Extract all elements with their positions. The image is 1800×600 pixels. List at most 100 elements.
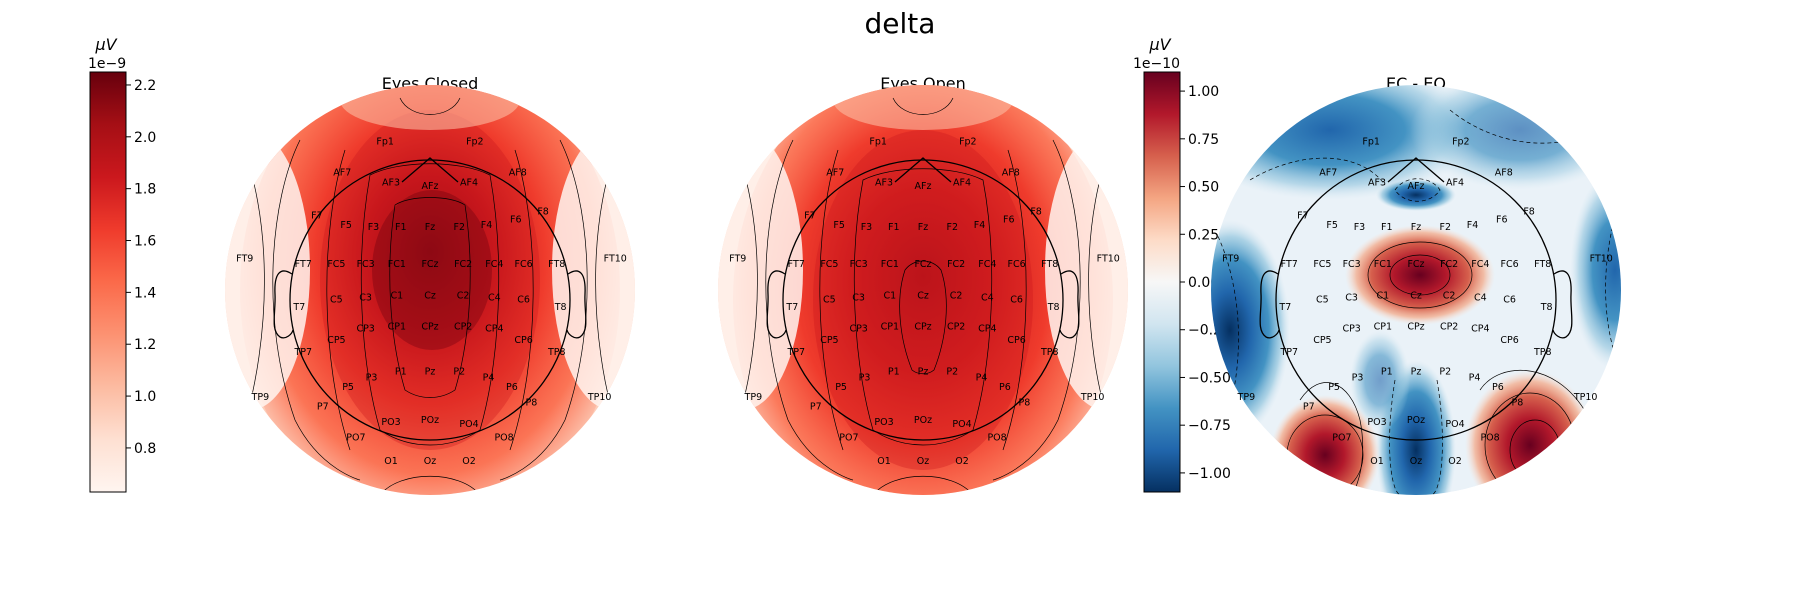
nose-outline [894,157,952,183]
colorbar-tick-label: 0.50 [1188,180,1219,196]
electrode-label-cp5: CP5 [1313,335,1331,346]
electrode-label-ft9: FT9 [1222,253,1239,264]
electrode-label-ft8: FT8 [1534,259,1551,270]
electrode-label-c2: C2 [950,290,963,301]
electrode-label-p4: P4 [976,372,988,383]
electrode-label-po3: PO3 [1367,417,1386,428]
colorbar-diff: μV 1e−10 1.000.750.500.250.00−0.25−0.50−… [1133,35,1231,493]
colorbar-diff-ticks: 1.000.750.500.250.00−0.25−0.50−0.75−1.00 [1180,84,1231,482]
electrode-label-c1: C1 [391,290,404,301]
electrode-label-fp2: Fp2 [466,136,484,147]
electrode-label-f2: F2 [453,222,465,233]
colorbar-tick-label: 1.4 [134,285,156,301]
electrode-label-af8: AF8 [1495,168,1513,179]
electrode-label-fz: Fz [918,222,928,233]
electrode-label-f4: F4 [481,220,493,231]
electrode-label-f2: F2 [946,222,958,233]
electrode-label-ft10: FT10 [1590,253,1613,264]
electrode-label-cp6: CP6 [1007,335,1025,346]
electrode-label-tp10: TP10 [1573,392,1598,403]
electrode-label-c6: C6 [1010,294,1023,305]
electrode-labels-ec: Fp1 Fp2 AF7 AF3 AFz AF4 AF8 F7 F5 F3 F1 Fz F2 F4 F6 F8 F… [236,136,627,467]
electrode-label-fc2: FC2 [947,259,965,270]
electrode-label-tp9: TP9 [251,392,270,403]
electrode-label-fc3: FC3 [850,259,868,270]
electrode-label-c6: C6 [1503,294,1516,305]
electrode-label-af3: AF3 [875,177,893,188]
electrode-label-p1: P1 [395,366,407,377]
electrode-label-po8: PO8 [494,433,513,444]
electrode-label-afz: AFz [915,181,932,192]
head-circle [1275,159,1557,441]
right-ear-outline [1552,270,1573,339]
electrode-label-po8: PO8 [987,433,1006,444]
electrode-label-f5: F5 [1326,220,1338,231]
electrode-label-c5: C5 [330,294,343,305]
electrode-label-fc1: FC1 [1374,259,1392,270]
electrode-label-po7: PO7 [839,433,858,444]
electrode-label-p5: P5 [1328,382,1340,393]
electrode-label-fp2: Fp2 [1452,136,1470,147]
electrode-label-p7: P7 [1303,402,1315,413]
electrode-label-c2: C2 [1443,290,1456,301]
colorbar-tick-label: −1.00 [1188,466,1231,482]
electrode-label-f8: F8 [1030,207,1042,218]
electrode-label-cz: Cz [424,290,436,301]
electrode-label-c4: C4 [981,292,994,303]
electrode-label-t8: T8 [554,302,567,313]
electrode-label-po4: PO4 [459,419,478,430]
nose-outline [401,157,459,183]
electrode-label-f6: F6 [1003,214,1015,225]
electrode-label-cp4: CP4 [978,324,996,335]
electrode-label-tp9: TP9 [1237,392,1256,403]
electrode-label-tp10: TP10 [1080,392,1105,403]
electrode-label-o2: O2 [462,456,476,467]
electrode-label-fc6: FC6 [1008,259,1026,270]
colorbar-power-multiplier: 1e−9 [88,56,126,72]
electrode-label-po3: PO3 [874,417,893,428]
left-ear-outline [1259,270,1280,339]
electrode-label-fc4: FC4 [978,259,996,270]
electrode-label-p3: P3 [859,372,871,383]
topomap-ec-minus-eo: EC - EO [1211,74,1621,495]
electrode-label-tp7: TP7 [293,347,312,358]
electrode-label-poz: POz [1407,415,1425,426]
electrode-label-oz: Oz [917,456,929,467]
colorbar-diff-unit: μV [1148,35,1171,54]
electrode-label-f7: F7 [311,210,323,221]
colorbar-tick-label: 0.25 [1188,227,1219,243]
electrode-label-f3: F3 [861,222,873,233]
electrode-label-tp8: TP8 [1040,347,1059,358]
colorbar-tick-label: 2.2 [134,78,156,94]
left-ear-outline [273,270,294,339]
electrode-label-cp5: CP5 [820,335,838,346]
electrode-label-fcz: FCz [1407,259,1424,270]
electrode-label-cp4: CP4 [485,324,503,335]
electrode-label-f5: F5 [340,220,352,231]
electrode-label-af7: AF7 [1319,168,1337,179]
electrode-label-fc3: FC3 [357,259,375,270]
electrode-label-p6: P6 [1492,382,1504,393]
electrode-label-c5: C5 [823,294,836,305]
electrode-label-af7: AF7 [826,168,844,179]
electrode-label-o1: O1 [384,456,398,467]
electrode-label-ft7: FT7 [1281,259,1298,270]
electrode-label-poz: POz [914,415,932,426]
electrode-label-afz: AFz [422,181,439,192]
electrode-label-po8: PO8 [1480,433,1499,444]
electrode-label-c3: C3 [852,292,865,303]
electrode-label-c4: C4 [488,292,501,303]
electrode-label-t7: T7 [292,302,305,313]
electrode-label-ft10: FT10 [604,253,627,264]
colorbar-power-unit: μV [94,35,117,54]
electrode-label-fp2: Fp2 [959,136,977,147]
electrode-label-af3: AF3 [382,177,400,188]
electrode-label-f4: F4 [974,220,986,231]
electrode-label-o2: O2 [1448,456,1462,467]
electrode-label-oz: Oz [424,456,436,467]
electrode-label-po4: PO4 [952,419,971,430]
electrode-label-fc1: FC1 [881,259,899,270]
figure-title: delta [865,7,936,40]
electrode-label-c1: C1 [884,290,897,301]
